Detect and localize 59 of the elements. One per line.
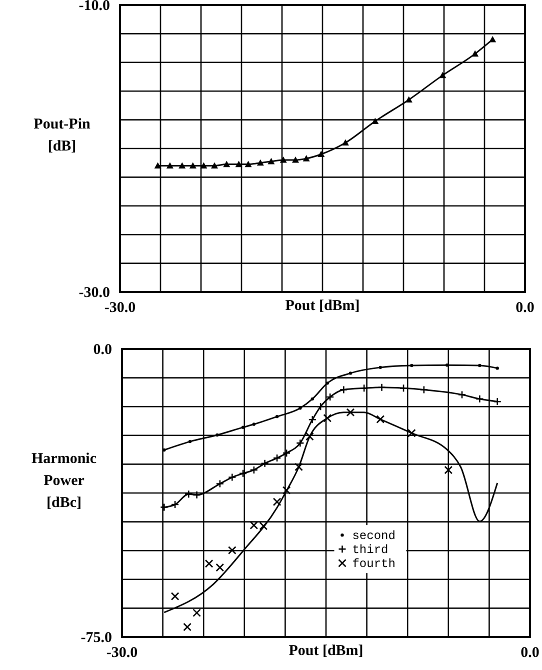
point <box>204 559 214 568</box>
point <box>378 366 382 370</box>
point <box>268 158 275 164</box>
point <box>305 432 314 441</box>
point <box>183 622 192 632</box>
legend-label: fourth <box>352 557 396 572</box>
point <box>170 592 180 600</box>
point <box>294 462 303 472</box>
x-axis-title: Pout [dBm] <box>288 643 364 659</box>
point <box>244 160 252 168</box>
point <box>405 96 412 103</box>
point <box>154 162 162 169</box>
point <box>235 160 242 168</box>
point <box>188 440 192 444</box>
point <box>376 415 385 424</box>
point <box>272 498 282 506</box>
point <box>256 159 264 166</box>
y-tick-label: 0.0 <box>93 342 112 358</box>
point <box>439 72 446 78</box>
point <box>489 36 496 42</box>
point <box>280 156 287 163</box>
point <box>275 414 279 418</box>
x-axis-title: Pout [dBm] <box>285 298 360 314</box>
point <box>496 366 499 370</box>
point <box>162 448 166 452</box>
point <box>200 162 208 169</box>
legend-label: second <box>352 529 396 544</box>
point <box>318 150 325 158</box>
point <box>444 466 453 474</box>
point <box>292 156 299 163</box>
point <box>302 155 310 162</box>
point <box>178 162 186 169</box>
point <box>478 364 482 368</box>
point <box>223 160 230 168</box>
point <box>407 428 416 438</box>
point <box>342 139 349 146</box>
point <box>372 118 379 124</box>
point <box>348 372 352 375</box>
point <box>323 414 332 422</box>
point <box>282 486 291 495</box>
point <box>228 546 236 554</box>
point <box>192 608 201 618</box>
point <box>410 364 414 368</box>
point <box>166 162 174 169</box>
point <box>346 408 355 417</box>
point <box>472 50 479 57</box>
legend-label: third <box>352 543 388 558</box>
y-tick-label: -75.0 <box>80 630 112 646</box>
y-tick-label: -10.0 <box>78 0 110 14</box>
point <box>216 433 219 437</box>
y-axis-title: Harmonic Power [dBc] <box>32 451 97 511</box>
y-tick-label: -30.0 <box>78 285 110 301</box>
point <box>310 397 314 401</box>
point <box>252 422 256 426</box>
point <box>216 563 224 572</box>
point <box>189 162 196 169</box>
point <box>298 406 302 410</box>
y-axis-title: Pout-Pin [dB] <box>34 116 91 154</box>
point <box>211 162 218 169</box>
